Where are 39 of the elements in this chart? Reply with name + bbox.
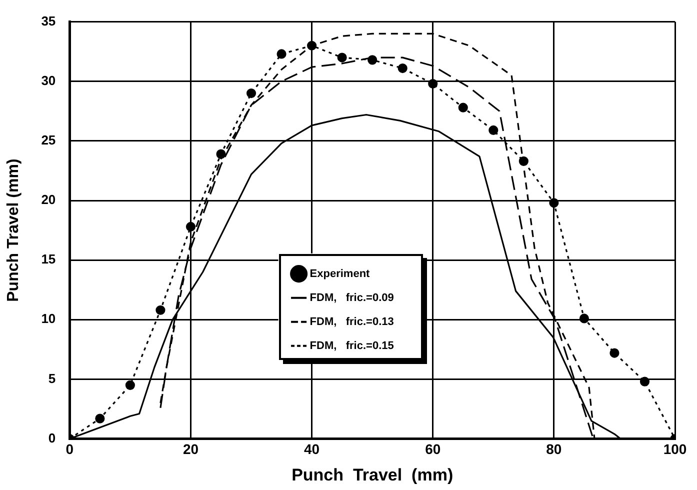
- legend-label: Experiment: [310, 268, 370, 280]
- point: [246, 88, 256, 98]
- point: [276, 49, 286, 59]
- y-tick-label: 5: [48, 370, 56, 386]
- y-axis-title: Punch Travel (mm): [5, 158, 22, 302]
- point: [186, 222, 196, 232]
- y-tick-label: 30: [41, 72, 56, 88]
- y-tick-label: 10: [41, 311, 56, 326]
- x-tick-label: 60: [425, 441, 441, 458]
- x-tick-label: 40: [304, 441, 320, 458]
- x-tick-label: 0: [66, 441, 74, 458]
- point: [488, 125, 498, 136]
- legend-label: FDM, fric.=0.09: [310, 292, 394, 304]
- legend-label: FDM, fric.=0.13: [310, 316, 394, 328]
- point: [125, 380, 135, 390]
- point: [549, 198, 559, 208]
- y-tick-label: 35: [41, 13, 56, 28]
- point: [579, 314, 589, 324]
- y-tick-label: 20: [41, 192, 56, 208]
- y-tick-label: 15: [41, 252, 56, 267]
- point: [398, 63, 408, 74]
- point: [156, 305, 166, 315]
- point: [428, 78, 438, 89]
- x-tick-label: 20: [182, 441, 199, 458]
- point: [95, 414, 105, 424]
- point: [368, 55, 378, 65]
- point: [337, 52, 347, 62]
- point: [216, 149, 226, 159]
- y-tick-label: 0: [48, 430, 56, 446]
- point: [640, 376, 650, 386]
- point: [610, 348, 620, 358]
- point: [458, 102, 468, 112]
- x-tick-label: 100: [663, 441, 687, 458]
- x-tick-label: 80: [546, 441, 562, 458]
- point: [518, 156, 528, 166]
- x-axis-title: Punch Travel (mm): [292, 465, 454, 484]
- legend-label: FDM, fric.=0.15: [310, 340, 394, 352]
- point: [306, 40, 317, 50]
- y-tick-label: 25: [41, 132, 56, 148]
